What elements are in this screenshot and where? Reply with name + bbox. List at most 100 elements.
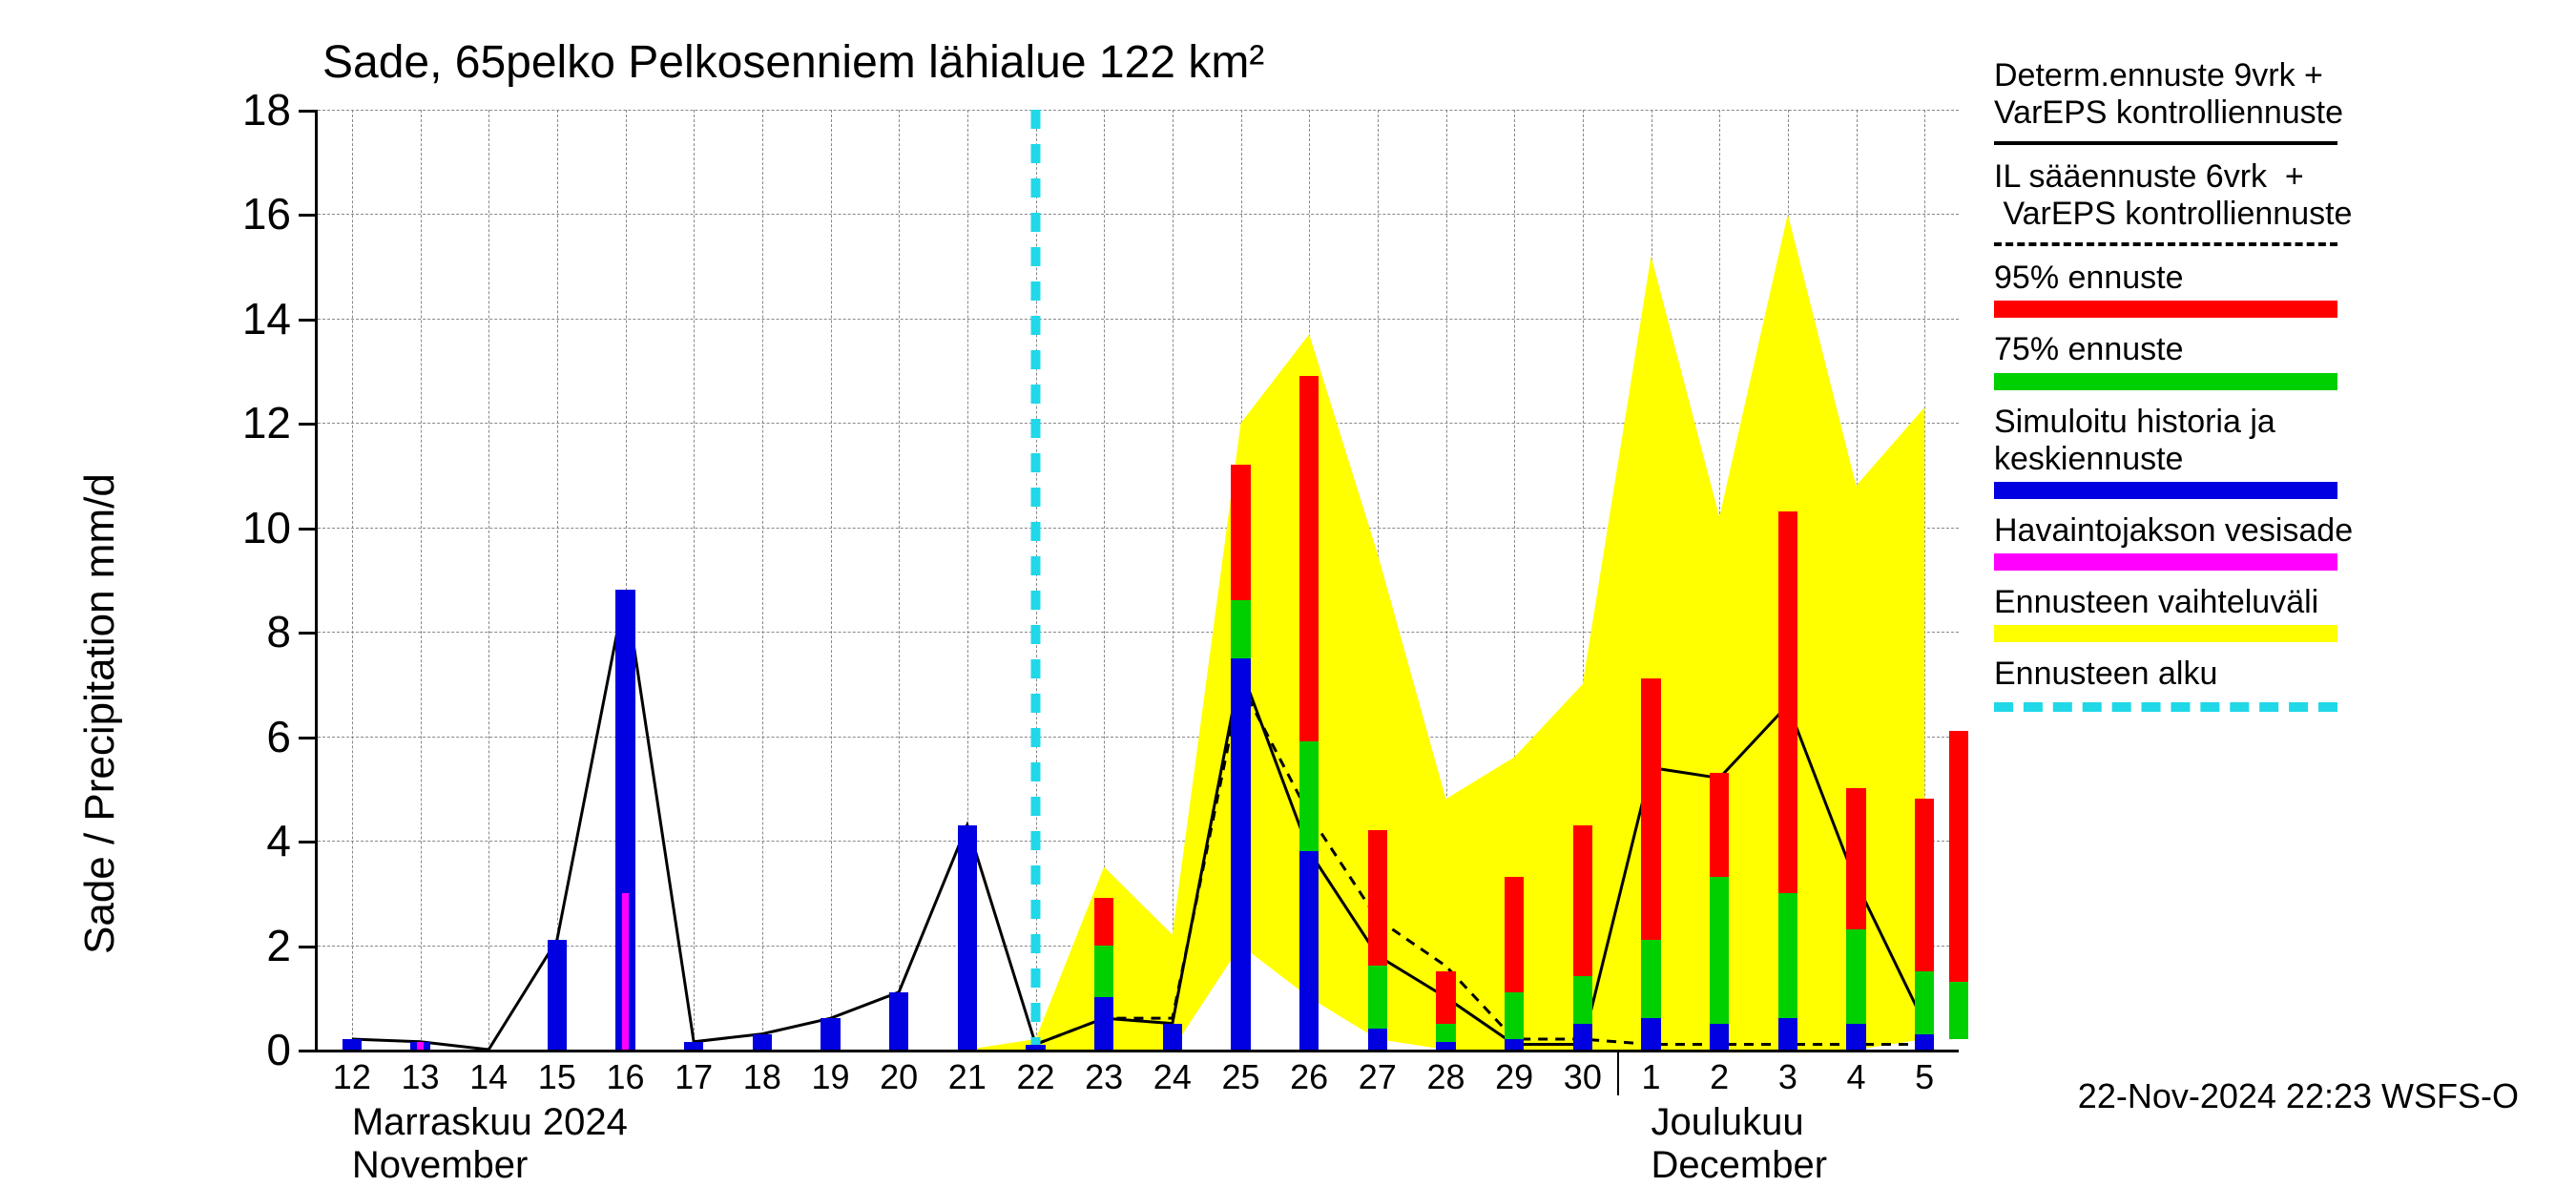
ytick-label: 16 bbox=[242, 188, 291, 239]
bar-blue bbox=[1299, 851, 1319, 1050]
bar-red bbox=[1915, 799, 1934, 971]
bar-blue bbox=[1094, 997, 1113, 1050]
xtick-label: 24 bbox=[1153, 1057, 1192, 1097]
bar-green bbox=[1231, 600, 1250, 657]
xtick-label: 23 bbox=[1085, 1057, 1123, 1097]
chart-page: Sade, 65pelko Pelkosenniem lähialue 122 … bbox=[0, 0, 2576, 1145]
bar-green bbox=[1641, 940, 1660, 1018]
xtick-label: 16 bbox=[606, 1057, 644, 1097]
xtick-label: 21 bbox=[948, 1057, 987, 1097]
bar-red bbox=[1094, 898, 1113, 945]
bar-blue bbox=[1368, 1029, 1387, 1050]
legend-entry: Simuloitu historia ja keskiennuste bbox=[1994, 404, 2353, 499]
xtick-label: 3 bbox=[1778, 1057, 1797, 1097]
bar-red-extra bbox=[1949, 731, 1968, 982]
bar-blue bbox=[1641, 1018, 1660, 1050]
timestamp: 22-Nov-2024 22:23 WSFS-O bbox=[2078, 1076, 2519, 1116]
range-area bbox=[352, 214, 1924, 1050]
xtick-label: 26 bbox=[1290, 1057, 1328, 1097]
ytick-label: 18 bbox=[242, 84, 291, 135]
y-axis-label: Sade / Precipitation mm/d bbox=[76, 473, 124, 954]
legend-entry: Ennusteen vaihteluväli bbox=[1994, 584, 2353, 642]
xtick-label: 12 bbox=[333, 1057, 371, 1097]
ytick bbox=[299, 632, 318, 635]
xtick-label: 22 bbox=[1016, 1057, 1054, 1097]
bar-green bbox=[1368, 966, 1387, 1029]
legend-entry: 75% ennuste bbox=[1994, 331, 2353, 389]
legend-swatch bbox=[1994, 301, 2337, 318]
bar-blue bbox=[753, 1034, 772, 1050]
xtick-label: 27 bbox=[1359, 1057, 1397, 1097]
bar-red bbox=[1710, 773, 1729, 877]
legend-label: Ennusteen vaihteluväli bbox=[1994, 584, 2353, 621]
bar-green bbox=[1778, 893, 1797, 1018]
bar-green bbox=[1846, 929, 1865, 1024]
xtick-label: 30 bbox=[1564, 1057, 1602, 1097]
ytick-label: 10 bbox=[242, 502, 291, 553]
ytick-label: 2 bbox=[266, 920, 291, 971]
ytick bbox=[299, 214, 318, 217]
bar-blue bbox=[1573, 1024, 1592, 1050]
ytick bbox=[299, 1050, 318, 1052]
bar-green bbox=[1299, 741, 1319, 851]
legend-label: Simuloitu historia ja keskiennuste bbox=[1994, 404, 2353, 478]
legend-entry: IL sääennuste 6vrk + VarEPS kontrollienn… bbox=[1994, 158, 2353, 246]
bar-red bbox=[1641, 678, 1660, 940]
bar-red bbox=[1436, 971, 1455, 1024]
bar-blue bbox=[1915, 1034, 1934, 1050]
bar-green bbox=[1436, 1024, 1455, 1042]
xtick-label: 14 bbox=[469, 1057, 508, 1097]
bar-blue bbox=[1505, 1039, 1524, 1050]
legend-swatch bbox=[1994, 625, 2337, 642]
xtick-label: 4 bbox=[1846, 1057, 1865, 1097]
legend-entry: Ennusteen alku bbox=[1994, 656, 2353, 712]
legend-line bbox=[1994, 702, 2337, 712]
chart-title: Sade, 65pelko Pelkosenniem lähialue 122 … bbox=[322, 36, 1264, 89]
bar-red bbox=[1231, 465, 1250, 600]
legend-entry: Havaintojakson vesisade bbox=[1994, 512, 2353, 571]
bar-blue bbox=[889, 992, 908, 1050]
legend-label: Determ.ennuste 9vrk + VarEPS kontrollien… bbox=[1994, 57, 2353, 132]
bar-green bbox=[1710, 877, 1729, 1023]
bar-blue bbox=[1231, 658, 1250, 1050]
bar-blue bbox=[1778, 1018, 1797, 1050]
ytick bbox=[299, 737, 318, 739]
legend: Determ.ennuste 9vrk + VarEPS kontrollien… bbox=[1994, 57, 2353, 725]
legend-line bbox=[1994, 141, 2337, 145]
xtick-label: 17 bbox=[675, 1057, 713, 1097]
plot-area: 0246810121416181213141516171819202122232… bbox=[315, 110, 1959, 1052]
ytick-label: 8 bbox=[266, 606, 291, 657]
month-label: JoulukuuDecember bbox=[1652, 1101, 1828, 1187]
bar-blue bbox=[1026, 1045, 1045, 1050]
bar-blue bbox=[1436, 1042, 1455, 1050]
xtick-label: 28 bbox=[1426, 1057, 1465, 1097]
xtick-label: 20 bbox=[880, 1057, 918, 1097]
bar-blue bbox=[958, 825, 977, 1050]
xtick-label: 13 bbox=[401, 1057, 439, 1097]
ytick-label: 12 bbox=[242, 397, 291, 448]
legend-label: IL sääennuste 6vrk + VarEPS kontrollienn… bbox=[1994, 158, 2353, 233]
ytick-label: 6 bbox=[266, 711, 291, 762]
bar-red bbox=[1778, 511, 1797, 892]
xtick-label: 2 bbox=[1710, 1057, 1729, 1097]
bar-red bbox=[1505, 877, 1524, 991]
xtick-label: 25 bbox=[1221, 1057, 1259, 1097]
legend-swatch bbox=[1994, 553, 2337, 571]
bar-green bbox=[1915, 971, 1934, 1034]
bar-green bbox=[1573, 976, 1592, 1023]
bar-red bbox=[1846, 788, 1865, 929]
legend-label: 95% ennuste bbox=[1994, 260, 2353, 297]
xtick-label: 15 bbox=[538, 1057, 576, 1097]
bar-green-extra bbox=[1949, 982, 1968, 1039]
bar-blue bbox=[821, 1018, 840, 1050]
ytick-label: 0 bbox=[266, 1024, 291, 1075]
bar-magenta bbox=[622, 893, 629, 1050]
xtick-label: 1 bbox=[1641, 1057, 1660, 1097]
xtick-label: 19 bbox=[811, 1057, 849, 1097]
legend-label: Ennusteen alku bbox=[1994, 656, 2353, 693]
ytick-label: 4 bbox=[266, 815, 291, 866]
bar-magenta bbox=[417, 1042, 424, 1050]
bar-blue bbox=[684, 1042, 703, 1050]
month-divider bbox=[1617, 1050, 1619, 1095]
ytick bbox=[299, 110, 318, 113]
